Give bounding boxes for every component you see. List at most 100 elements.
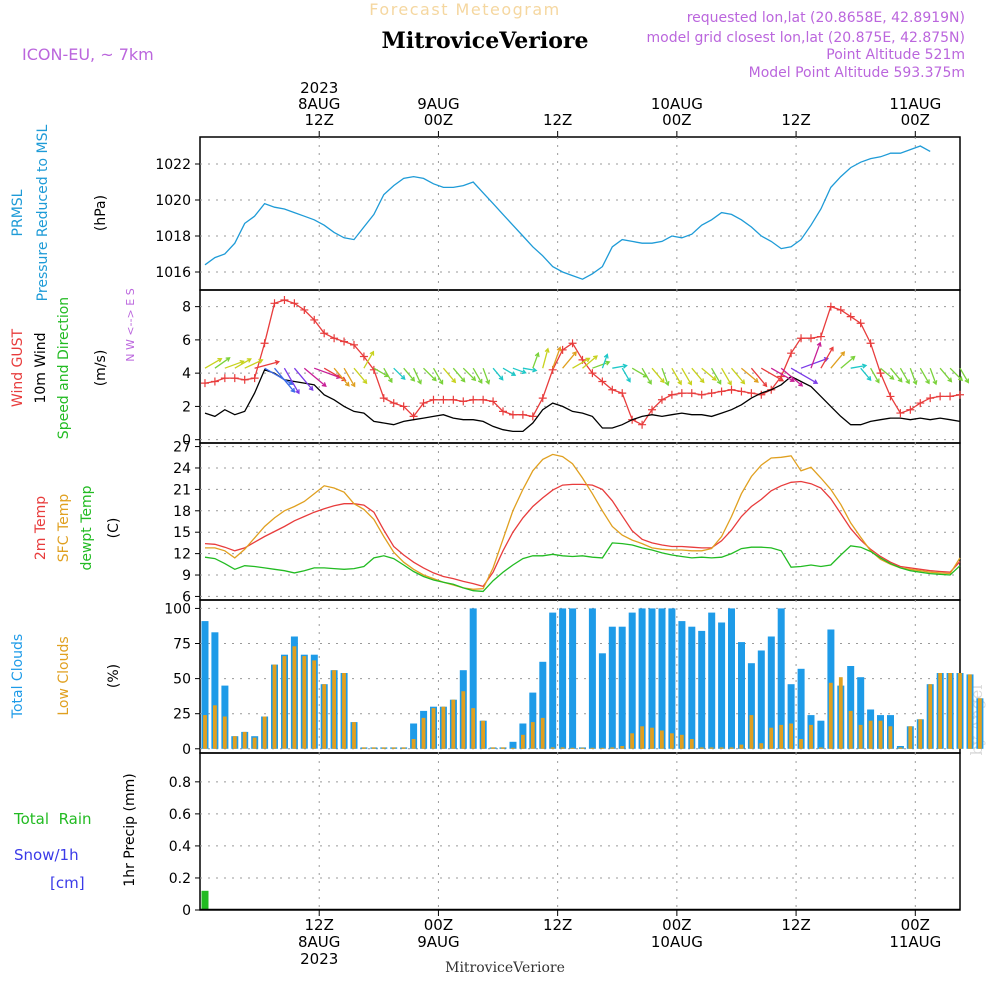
wind-line-10m-wind bbox=[204, 368, 961, 433]
precip-ytick-label: 0.6 bbox=[169, 807, 191, 823]
clouds-bar-low-clouds bbox=[570, 747, 575, 749]
clouds-bar-total-clouds bbox=[648, 608, 656, 749]
gust-marker bbox=[906, 405, 915, 414]
gust-marker bbox=[499, 407, 508, 416]
gust-marker bbox=[737, 387, 746, 396]
pressure-line-prmsl bbox=[204, 145, 931, 280]
gust-marker bbox=[340, 337, 349, 346]
wind-vector-arrow bbox=[880, 367, 895, 380]
clouds-bar-total-clouds bbox=[767, 636, 775, 749]
clouds-bar-low-clouds bbox=[749, 715, 754, 749]
model-name: ICON-EU, ~ 7km bbox=[22, 45, 154, 64]
clouds-ytick-label: 50 bbox=[173, 672, 191, 688]
wind-vector-arrow bbox=[929, 367, 938, 386]
wind-label-gust: Wind GUST bbox=[10, 328, 26, 407]
clouds-bar-low-clouds bbox=[898, 747, 903, 749]
pressure-label-desc: Pressure Reduced to MSL bbox=[35, 124, 51, 301]
clouds-bar-low-clouds bbox=[342, 673, 346, 749]
model-point-altitude: Model Point Altitude 593.375m bbox=[749, 65, 965, 81]
clouds-bar-low-clouds bbox=[819, 747, 823, 749]
clouds-bar-low-clouds bbox=[809, 724, 813, 749]
clouds-ylabel: Total Clouds Low Clouds (%) bbox=[10, 634, 122, 719]
gust-marker bbox=[866, 339, 875, 348]
clouds-bar-low-clouds bbox=[719, 747, 724, 749]
clouds-bar-low-clouds bbox=[610, 747, 615, 749]
clouds-bar-total-clouds bbox=[728, 608, 735, 749]
closest-lonlat: model grid closest lon,lat (20.875E, 42.… bbox=[646, 30, 965, 46]
wind-vector-arrow bbox=[750, 367, 768, 388]
wind-vector-arrow bbox=[452, 367, 466, 383]
gust-marker bbox=[568, 339, 577, 348]
wind-vector-arrow bbox=[462, 367, 477, 382]
clouds-bar-low-clouds bbox=[203, 715, 207, 749]
clouds-bar-total-clouds bbox=[539, 661, 547, 749]
gust-marker bbox=[260, 339, 269, 348]
wind-vector-arrow bbox=[909, 367, 918, 386]
gust-marker bbox=[349, 340, 358, 349]
wind-ytick-label: 2 bbox=[182, 399, 191, 415]
wind-vector-arrow bbox=[731, 367, 746, 385]
time-label-top: 00Z bbox=[901, 111, 930, 129]
clouds-bar-low-clouds bbox=[550, 747, 555, 749]
temp-label-2m: 2m Temp bbox=[33, 496, 49, 560]
clouds-bar-low-clouds bbox=[789, 723, 793, 749]
gust-marker bbox=[826, 302, 835, 311]
gust-marker bbox=[230, 374, 239, 383]
clouds-bar-low-clouds bbox=[540, 717, 545, 749]
wind-ytick-label: 6 bbox=[182, 333, 191, 349]
clouds-bar-low-clouds bbox=[312, 660, 317, 749]
clouds-bar-low-clouds bbox=[272, 664, 277, 749]
wind-vector-arrow bbox=[939, 367, 953, 383]
wind-vector-arrow bbox=[840, 355, 856, 369]
clouds-bar-low-clouds bbox=[242, 731, 247, 749]
clouds-bar-low-clouds bbox=[362, 747, 366, 749]
wind-vector-arrow bbox=[393, 367, 406, 381]
gust-marker bbox=[648, 405, 657, 414]
gust-marker bbox=[270, 299, 279, 308]
clouds-bar-total-clouds bbox=[708, 612, 716, 749]
gust-marker bbox=[399, 402, 408, 411]
gust-marker bbox=[697, 390, 706, 399]
clouds-bar-low-clouds bbox=[878, 720, 883, 749]
gust-marker bbox=[886, 392, 895, 401]
clouds-bar-low-clouds bbox=[908, 726, 913, 749]
wind-vector-arrow bbox=[740, 367, 759, 383]
gust-marker bbox=[946, 392, 955, 401]
clouds-bar-low-clouds bbox=[511, 747, 515, 749]
clouds-bar-low-clouds bbox=[650, 727, 654, 749]
wind-vector-arrow bbox=[919, 367, 930, 385]
axis-layer: 1016101810201022024686912151821242702550… bbox=[155, 79, 941, 968]
wind-vector-arrow bbox=[830, 351, 846, 369]
clouds-bar-total-clouds bbox=[777, 608, 785, 749]
station-title: MitroviceVeriore bbox=[382, 28, 589, 54]
clouds-bar-low-clouds bbox=[521, 734, 525, 749]
wind-vector-arrow bbox=[681, 367, 693, 386]
clouds-bar-low-clouds bbox=[888, 726, 893, 749]
wind-vector-arrow bbox=[671, 367, 682, 386]
precip-legend-snow: Snow/1h bbox=[14, 846, 79, 864]
clouds-bar-low-clouds bbox=[262, 716, 267, 749]
wind-vector-arrow bbox=[214, 357, 231, 369]
clouds-bar-total-clouds bbox=[718, 622, 726, 749]
clouds-bar-total-clouds bbox=[787, 684, 795, 749]
temperature-ytick-label: 12 bbox=[173, 547, 191, 563]
clouds-bar-low-clouds bbox=[441, 706, 446, 749]
wind-vector-arrow bbox=[592, 360, 611, 369]
clouds-bar-low-clouds bbox=[391, 747, 396, 749]
time-label-bottom: 11AUG bbox=[889, 933, 941, 951]
clouds-bar-low-clouds bbox=[868, 720, 873, 749]
time-label-bottom: 00Z bbox=[662, 916, 691, 934]
gust-marker bbox=[240, 375, 249, 384]
clouds-bar-low-clouds bbox=[431, 708, 436, 749]
gust-marker bbox=[687, 389, 696, 398]
requested-lonlat: requested lon,lat (20.8658E, 42.8919N) bbox=[687, 10, 965, 26]
gust-marker bbox=[528, 412, 537, 421]
time-label-top: 9AUG bbox=[417, 95, 459, 113]
wind-vector-arrow bbox=[244, 358, 264, 369]
gust-marker bbox=[280, 295, 289, 304]
panel-pressure-frame bbox=[199, 136, 961, 291]
gust-marker bbox=[657, 395, 666, 404]
gust-marker bbox=[926, 394, 935, 403]
gust-marker bbox=[479, 395, 488, 404]
wind-vector-arrow bbox=[343, 367, 356, 388]
